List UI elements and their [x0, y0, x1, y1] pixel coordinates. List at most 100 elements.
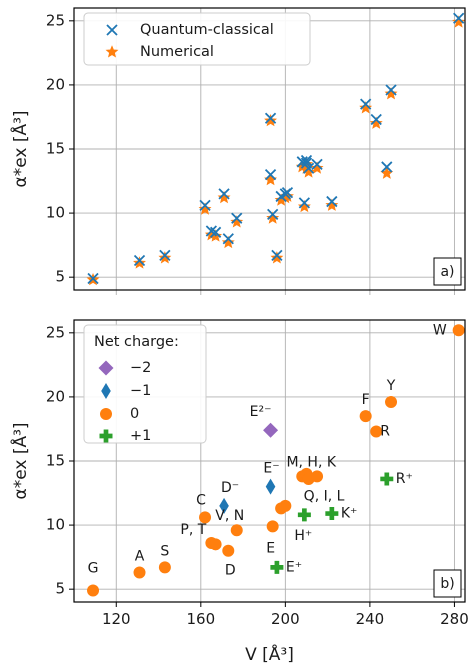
charge-point — [133, 566, 146, 579]
point-label: G — [88, 560, 99, 576]
charge-point — [270, 560, 284, 574]
point-label: E — [266, 540, 275, 556]
panel-b-x-ticks: 120 160 200 240 280 — [102, 602, 469, 628]
panel-b-ytick-label: 15 — [46, 452, 65, 470]
quantum-classical-point — [267, 208, 279, 221]
panel-a-y-ticks: 5 10 15 20 25 — [46, 11, 74, 286]
panel-b-xlabel: V [Å³] — [245, 643, 294, 665]
point-label: D⁻ — [221, 480, 239, 496]
numerical-point — [266, 211, 280, 224]
numerical-point — [369, 116, 383, 129]
panel-b-marks — [87, 324, 465, 597]
panel-a: 5 10 15 20 25 α*ex [Å³] Quantum-classical Nu… — [9, 7, 466, 295]
quantum-classical-point — [199, 199, 211, 212]
panel-a-ytick-label: 10 — [46, 204, 65, 222]
legend-quantum-label: Quantum-classical — [140, 22, 274, 38]
quantum-classical-point — [381, 161, 393, 173]
quantum-classical-point — [218, 188, 230, 200]
legend-charge-plus1-marker — [99, 429, 113, 443]
panel-b-ylabel: α*ex [Å³] — [9, 422, 31, 499]
panel-a-frame — [73, 7, 466, 291]
charge-point — [266, 520, 279, 533]
charge-point — [370, 425, 383, 438]
quantum-classical-point — [370, 113, 382, 126]
numerical-point — [198, 202, 212, 215]
point-label: R⁺ — [396, 471, 413, 487]
legend-numerical-label: Numerical — [140, 44, 214, 60]
panel-b-frame — [73, 319, 466, 603]
charge-point — [380, 472, 394, 486]
numerical-point — [221, 235, 235, 249]
panel-b-ytick-label: 10 — [46, 516, 65, 534]
panel-b-tag: b) — [433, 569, 462, 598]
charge-point — [385, 396, 398, 409]
panel-a-legend: Quantum-classical Numerical — [83, 12, 311, 66]
charge-point — [452, 324, 465, 337]
legend-quantum-marker — [106, 24, 118, 36]
panel-a-ytick-label: 20 — [46, 75, 65, 93]
point-label: W — [433, 322, 447, 338]
charge-point — [222, 544, 235, 557]
charge-point — [209, 538, 222, 551]
panel-a-ytick-label: 25 — [46, 11, 65, 29]
panel-b-xtick-label: 120 — [102, 610, 131, 628]
charge-point — [359, 410, 372, 423]
quantum-classical-point — [281, 186, 294, 199]
quantum-classical-point — [133, 254, 146, 267]
panel-a-ylabel: α*ex [Å³] — [9, 110, 31, 187]
legend-charge-0-label: 0 — [130, 406, 139, 422]
legend-charge-minus1-label: −1 — [130, 383, 151, 399]
charge-point — [199, 511, 212, 524]
numerical-point — [264, 114, 278, 127]
point-label: A — [135, 549, 145, 565]
point-label: E⁺ — [286, 559, 302, 575]
quantum-classical-point — [271, 249, 283, 262]
charge-point — [219, 497, 229, 514]
quantum-classical-point — [264, 168, 277, 181]
charge-point — [87, 584, 100, 597]
numerical-point — [359, 101, 373, 114]
point-label: P, T — [180, 522, 206, 538]
panel-b-xtick-label: 240 — [356, 610, 385, 628]
panel-b: 5 10 15 20 25 120 160 200 240 280 G A S C P, T D V, N E… — [9, 319, 469, 665]
quantum-classical-point — [453, 12, 465, 24]
charge-point — [311, 470, 324, 483]
panel-a-tag: a) — [433, 257, 462, 286]
legend-numerical-marker — [105, 45, 119, 58]
legend-charge-minus1-marker — [101, 383, 111, 399]
quantum-classical-point — [209, 226, 222, 238]
charge-point — [263, 422, 279, 438]
quantum-classical-point — [360, 98, 372, 110]
charge-point — [230, 524, 243, 537]
legend-charge-minus2-marker — [98, 360, 114, 376]
panel-b-point-labels: G A S C P, T D V, N E M, H, K Q, I, L FR Y W D⁻ E⁻ E²⁻ E… — [88, 322, 447, 578]
quantum-classical-point — [87, 272, 99, 285]
quantum-classical-point — [231, 212, 243, 224]
panel-b-y-ticks: 5 10 15 20 25 — [46, 323, 74, 598]
numerical-point — [297, 199, 311, 213]
point-label: R — [380, 424, 390, 440]
charge-point — [325, 507, 339, 521]
point-label: V, N — [215, 508, 244, 524]
point-label: Y — [386, 378, 396, 394]
panel-b-ytick-label: 20 — [46, 387, 65, 405]
charge-point — [158, 561, 171, 574]
quantum-classical-point — [311, 158, 323, 171]
numerical-point — [217, 190, 231, 204]
panel-b-xtick-label: 280 — [440, 610, 469, 628]
quantum-classical-point — [326, 195, 338, 208]
quantum-classical-point — [302, 162, 315, 174]
panel-b-xtick-label: 160 — [186, 610, 215, 628]
numerical-point — [325, 198, 339, 211]
panel-b-ytick-label: 25 — [46, 323, 65, 341]
numerical-point — [270, 251, 284, 264]
charge-point — [279, 499, 292, 512]
quantum-classical-point — [298, 197, 311, 209]
quantum-classical-point — [385, 84, 397, 96]
panel-a-marks — [86, 12, 466, 286]
point-label: K⁺ — [341, 506, 358, 522]
svg-text:b): b) — [440, 576, 454, 592]
charge-point — [265, 478, 276, 495]
quantum-classical-point — [222, 233, 234, 245]
